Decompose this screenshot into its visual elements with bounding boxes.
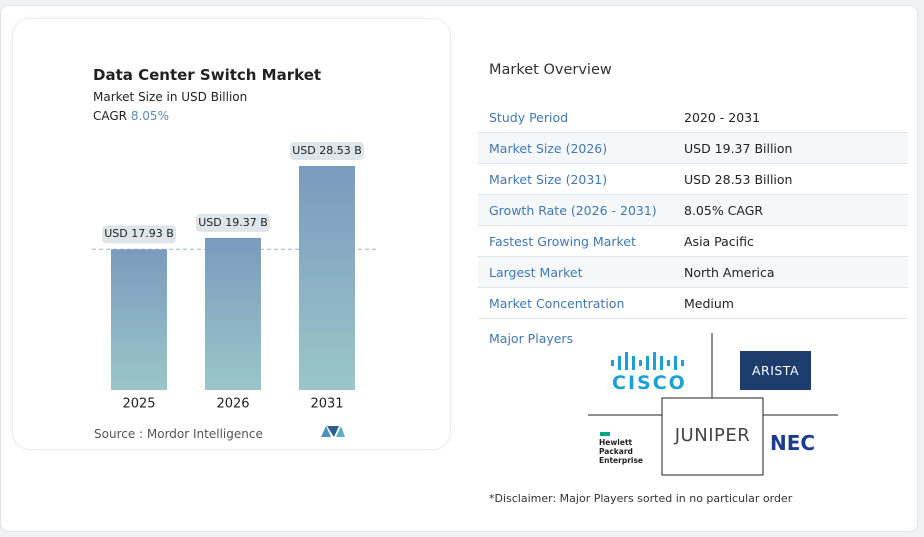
cagr-value: 8.05%	[130, 109, 169, 123]
arista-logo-bg	[740, 351, 811, 390]
value-label-bg	[196, 213, 270, 232]
row-value: 8.05% CAGR	[684, 203, 764, 218]
x-tick-label: 2026	[216, 397, 249, 412]
bar	[205, 237, 261, 390]
mordor-logo	[321, 426, 345, 437]
row-label: Fastest Growing Market	[489, 234, 636, 249]
hpe-logo-mark	[600, 432, 610, 436]
player-logo: ARISTA	[751, 363, 800, 378]
value-label: USD 19.37 B	[198, 216, 268, 229]
cagr: CAGR 8.05%	[93, 109, 169, 123]
value-label: USD 17.93 B	[104, 227, 174, 240]
row-value: USD 19.37 Billion	[684, 141, 793, 156]
player-logo: CISCO	[612, 372, 687, 394]
row-value: 2020 - 2031	[684, 110, 761, 125]
row-value: USD 28.53 Billion	[684, 172, 793, 187]
table-row	[478, 164, 908, 195]
row-label: Market Concentration	[489, 296, 625, 311]
row-value: Asia Pacific	[684, 234, 754, 249]
table-row	[478, 102, 908, 133]
chart-subtitle: Market Size in USD Billion	[93, 90, 248, 104]
bar	[299, 166, 355, 390]
value-label: USD 28.53 B	[292, 144, 362, 157]
table-row	[478, 226, 908, 257]
player-logo: JUNIPER	[674, 425, 751, 446]
row-label: Growth Rate (2026 - 2031)	[489, 203, 657, 218]
bar	[111, 249, 167, 390]
cisco-logo	[611, 352, 684, 370]
row-value: Medium	[684, 296, 734, 311]
table-row	[478, 288, 908, 319]
source: Source : Mordor Intelligence	[94, 427, 263, 441]
player-logo: Hewlett Packard Enterprise	[599, 438, 644, 465]
value-label-bg	[290, 142, 364, 160]
row-label: Market Size (2031)	[489, 172, 608, 187]
cagr-label: CAGR	[93, 109, 128, 123]
row-value: North America	[684, 265, 775, 280]
x-tick-label: 2025	[122, 397, 155, 412]
row-label: Study Period	[489, 110, 569, 125]
x-tick-label: 2031	[310, 397, 343, 412]
major-players-label: Major Players	[489, 331, 574, 346]
table-row	[478, 195, 908, 226]
chart-title: Data Center Switch Market	[93, 66, 322, 84]
disclaimer: *Disclaimer: Major Players sorted in no …	[489, 492, 793, 505]
overview-title: Market Overview	[489, 62, 612, 78]
row-label: Largest Market	[489, 265, 583, 280]
value-label-bg	[102, 225, 176, 244]
logo-grid	[588, 333, 838, 476]
table-row	[478, 133, 908, 164]
table-row	[478, 257, 908, 288]
row-label: Market Size (2026)	[489, 141, 608, 156]
player-logo: NEC	[770, 431, 816, 455]
